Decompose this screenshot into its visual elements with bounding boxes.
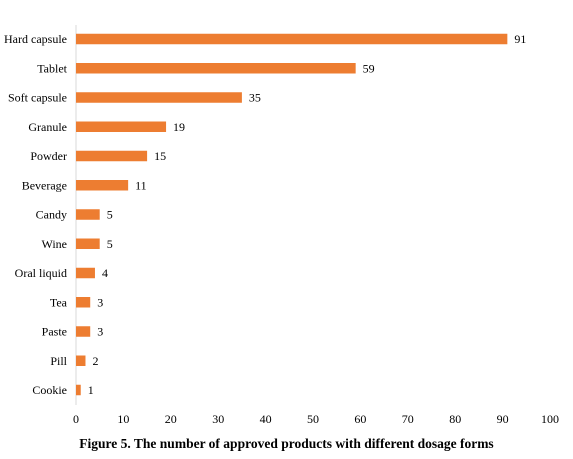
value-label-tea: 3	[97, 295, 103, 309]
bar-granule	[76, 121, 167, 132]
x-tick-label: 80	[449, 412, 461, 426]
bar-pill	[76, 355, 86, 366]
value-labels-group: 91 59 35 19 15 11 5 5 4 3 3 2 1	[88, 32, 527, 397]
category-label-tea: Tea	[50, 295, 68, 309]
x-tick-label: 20	[165, 412, 177, 426]
value-label-wine: 5	[107, 237, 113, 251]
bar-oral-liquid	[76, 267, 95, 279]
x-tick-label: 10	[117, 412, 129, 426]
x-tick-label: 100	[541, 412, 559, 426]
bar-cookie	[76, 384, 81, 396]
bar-tea	[76, 297, 91, 308]
x-tick-label: 70	[402, 412, 414, 426]
value-label-oral-liquid: 4	[102, 266, 108, 280]
category-label-oral-liquid: Oral liquid	[15, 266, 67, 280]
category-label-soft-capsule: Soft capsule	[8, 91, 67, 105]
x-tick-label: 50	[307, 412, 319, 426]
value-label-candy: 5	[107, 208, 113, 222]
category-label-powder: Powder	[30, 149, 67, 163]
value-label-tablet: 59	[363, 61, 375, 75]
value-label-beverage: 11	[135, 178, 147, 192]
x-tick-label: 60	[354, 412, 366, 426]
value-label-pill: 2	[92, 354, 98, 368]
bar-hard-capsule	[76, 33, 508, 45]
bar-beverage	[76, 180, 129, 191]
category-label-tablet: Tablet	[37, 61, 67, 75]
value-label-soft-capsule: 35	[249, 91, 261, 105]
bar-paste	[76, 326, 91, 337]
value-label-granule: 19	[173, 120, 185, 134]
bar-candy	[76, 209, 100, 220]
category-label-wine: Wine	[41, 237, 67, 251]
bar-powder	[76, 150, 148, 162]
category-label-candy: Candy	[36, 208, 67, 222]
value-label-paste: 3	[97, 325, 103, 339]
category-labels-group: Hard capsule Tablet Soft capsule Granule Pow…	[4, 32, 68, 397]
bar-chart: Hard capsule Tablet Soft capsule Granule Pow…	[4, 25, 559, 426]
x-tick-label: 90	[497, 412, 509, 426]
category-label-cookie: Cookie	[32, 383, 67, 397]
value-label-cookie: 1	[88, 383, 94, 397]
category-label-paste: Paste	[42, 325, 67, 339]
x-tick-labels-group: 0 10 20 30 40 50 60 70 80 90 100	[73, 412, 559, 426]
bar-wine	[76, 238, 100, 249]
x-tick-label: 40	[260, 412, 272, 426]
x-tick-label: 30	[212, 412, 224, 426]
category-label-pill: Pill	[50, 354, 67, 368]
x-tick-label: 0	[73, 412, 79, 426]
category-label-hard-capsule: Hard capsule	[4, 32, 67, 46]
bar-soft-capsule	[76, 92, 242, 103]
value-label-powder: 15	[154, 149, 166, 163]
category-label-granule: Granule	[28, 120, 67, 134]
category-label-beverage: Beverage	[22, 178, 67, 192]
value-label-hard-capsule: 91	[514, 32, 526, 46]
bars-group	[76, 33, 508, 396]
figure-caption: Figure 5. The number of approved product…	[79, 436, 494, 451]
bar-tablet	[76, 63, 356, 74]
